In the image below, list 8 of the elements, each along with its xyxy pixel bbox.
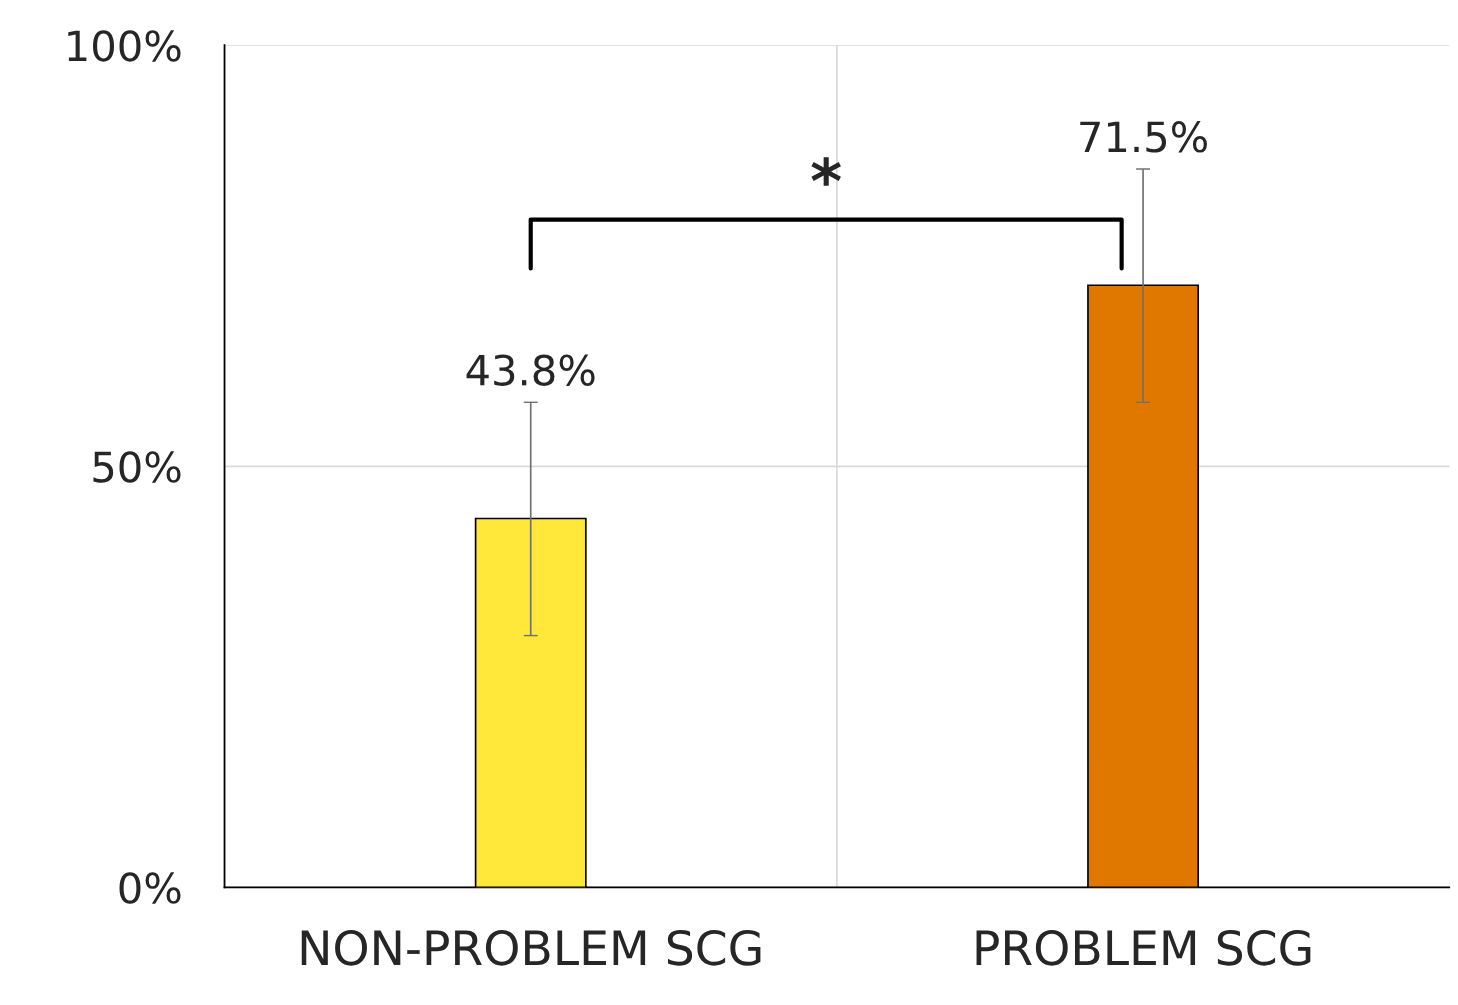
y-tick-label: 100% bbox=[68, 30, 181, 62]
x-tick-label: NON-PROBLEM SCG bbox=[301, 929, 761, 966]
data-label: 71.5% bbox=[1080, 121, 1207, 153]
x-tick-label: PROBLEM SCG bbox=[976, 929, 1311, 966]
y-tick-label: 0% bbox=[119, 872, 181, 904]
y-tick-label: 50% bbox=[93, 451, 181, 483]
annotation: * bbox=[811, 157, 841, 186]
data-label: 43.8% bbox=[466, 354, 595, 386]
